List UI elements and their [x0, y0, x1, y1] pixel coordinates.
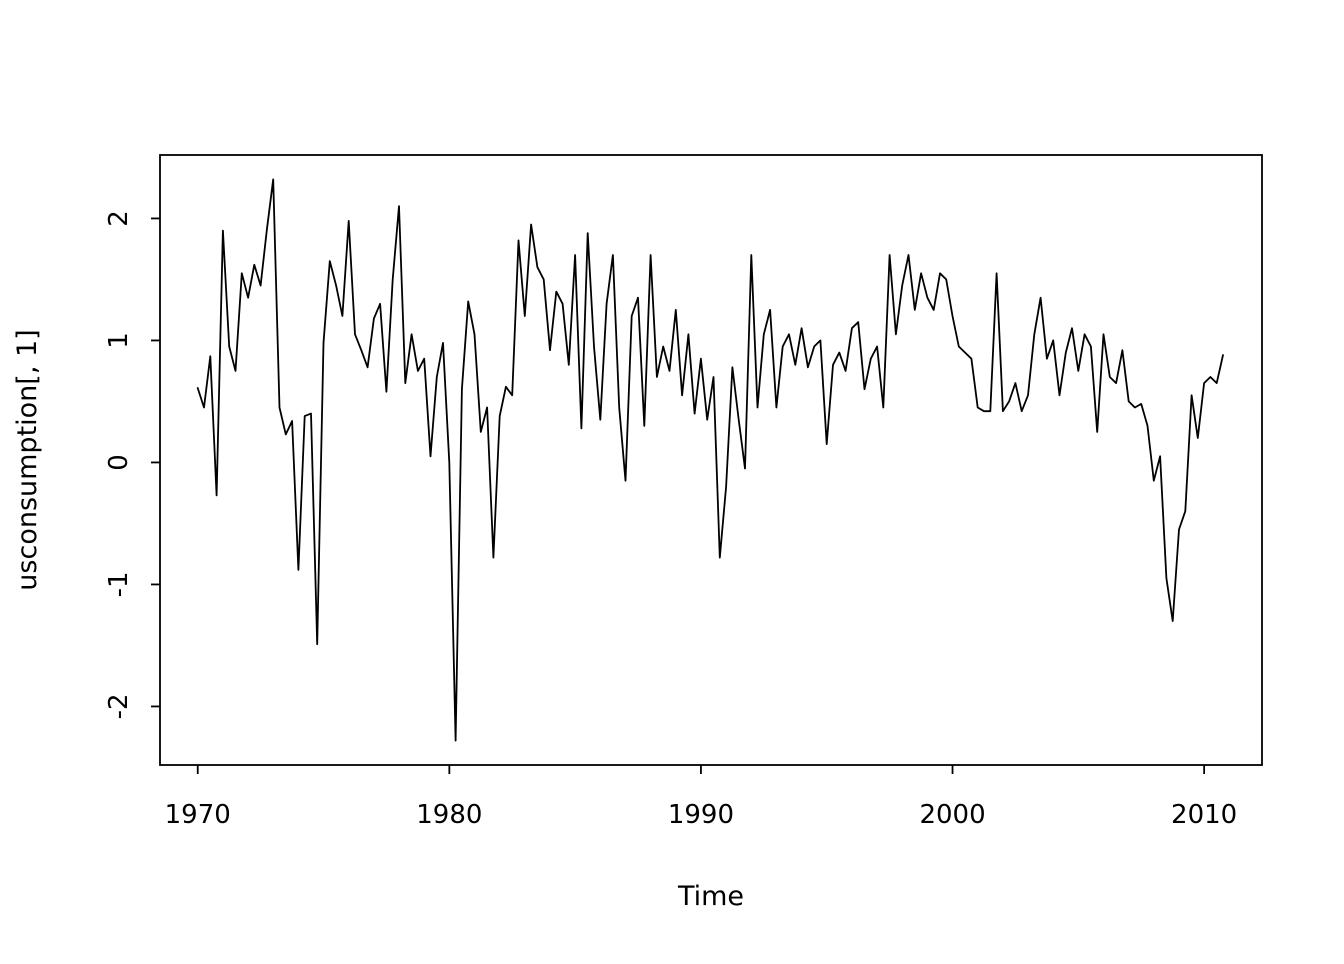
y-tick-label: -2	[104, 693, 134, 719]
x-tick-label: 1980	[416, 800, 482, 830]
y-tick-label: 1	[104, 332, 134, 349]
x-tick-label: 2000	[919, 800, 985, 830]
x-tick-label: 1990	[668, 800, 734, 830]
y-axis-title: usconsumption[, 1]	[12, 329, 43, 590]
x-tick-label: 2010	[1171, 800, 1237, 830]
y-tick-label: 2	[104, 210, 134, 227]
plot-box	[159, 154, 1263, 766]
x-tick-label: 1970	[165, 800, 231, 830]
y-tick-label: 0	[104, 454, 134, 471]
y-tick-label: -1	[104, 571, 134, 597]
series-line	[196, 178, 1224, 742]
x-axis-title: Time	[677, 881, 744, 912]
